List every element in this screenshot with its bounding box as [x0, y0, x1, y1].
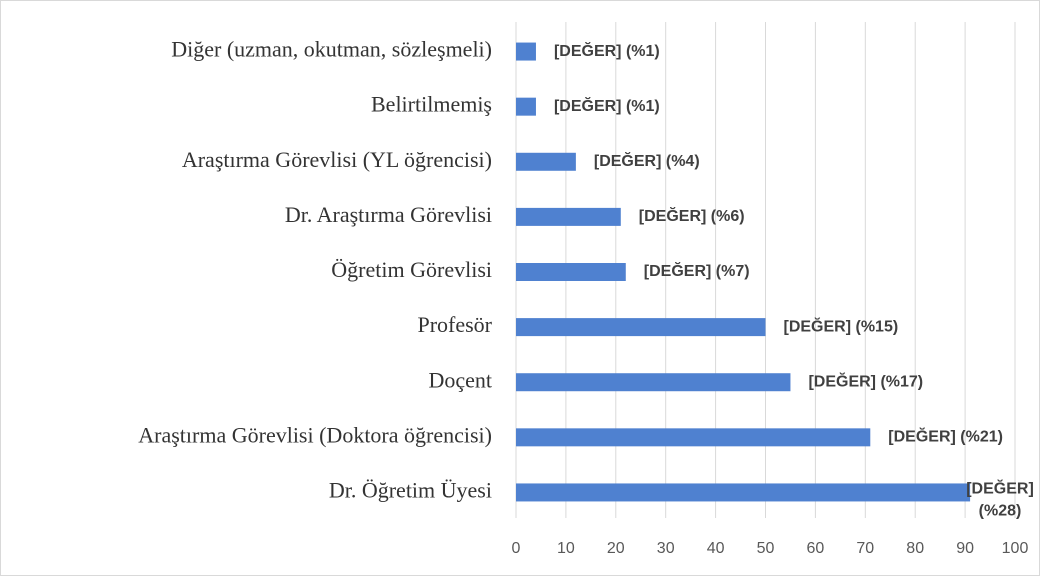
bar [516, 97, 536, 116]
x-tick-label: 30 [657, 540, 675, 557]
x-tick-label: 10 [557, 540, 575, 557]
y-tick-label: Doçent [428, 367, 492, 392]
x-tick-label: 0 [512, 540, 521, 557]
data-label: [DEĞER] (%6) [639, 206, 745, 225]
bar [516, 207, 621, 226]
data-label: [DEĞER] (%1) [554, 41, 660, 60]
y-tick-label: Araştırma Görevlisi (YL öğrencisi) [182, 147, 492, 172]
data-label: [DEĞER] (%4) [594, 151, 700, 170]
x-tick-label: 80 [906, 540, 924, 557]
bar [516, 428, 871, 447]
y-tick-label: Belirtilmemiş [371, 92, 492, 117]
y-tick-label: Dr. Öğretim Üyesi [329, 477, 492, 502]
bar [516, 483, 971, 502]
data-label: [DEĞER] (%17) [808, 371, 923, 390]
bar [516, 373, 791, 392]
x-tick-label: 50 [757, 540, 775, 557]
data-label: [DEĞER] (%7) [644, 261, 750, 280]
x-tick-label: 100 [1002, 540, 1029, 557]
x-tick-label: 40 [707, 540, 725, 557]
bar [516, 42, 536, 61]
x-tick-label: 20 [607, 540, 625, 557]
bar [516, 263, 626, 281]
y-tick-label: Öğretim Görevlisi [331, 257, 492, 282]
data-label: [DEĞER] (%28) [966, 479, 1034, 520]
data-label: [DEĞER] (%1) [554, 96, 660, 115]
x-tick-label: 60 [807, 540, 825, 557]
y-tick-label: Araştırma Görevlisi (Doktora öğrencisi) [138, 422, 492, 447]
y-tick-label: Profesör [417, 312, 492, 337]
data-label: [DEĞER] (%21) [888, 427, 1003, 446]
data-label: [DEĞER] (%15) [784, 316, 899, 335]
bar [516, 152, 576, 171]
x-tick-label: 90 [956, 540, 974, 557]
bar [516, 318, 766, 337]
x-tick-label: 70 [856, 540, 874, 557]
y-tick-label: Diğer (uzman, okutman, sözleşmeli) [171, 37, 492, 62]
y-tick-label: Dr. Araştırma Görevlisi [285, 202, 492, 227]
